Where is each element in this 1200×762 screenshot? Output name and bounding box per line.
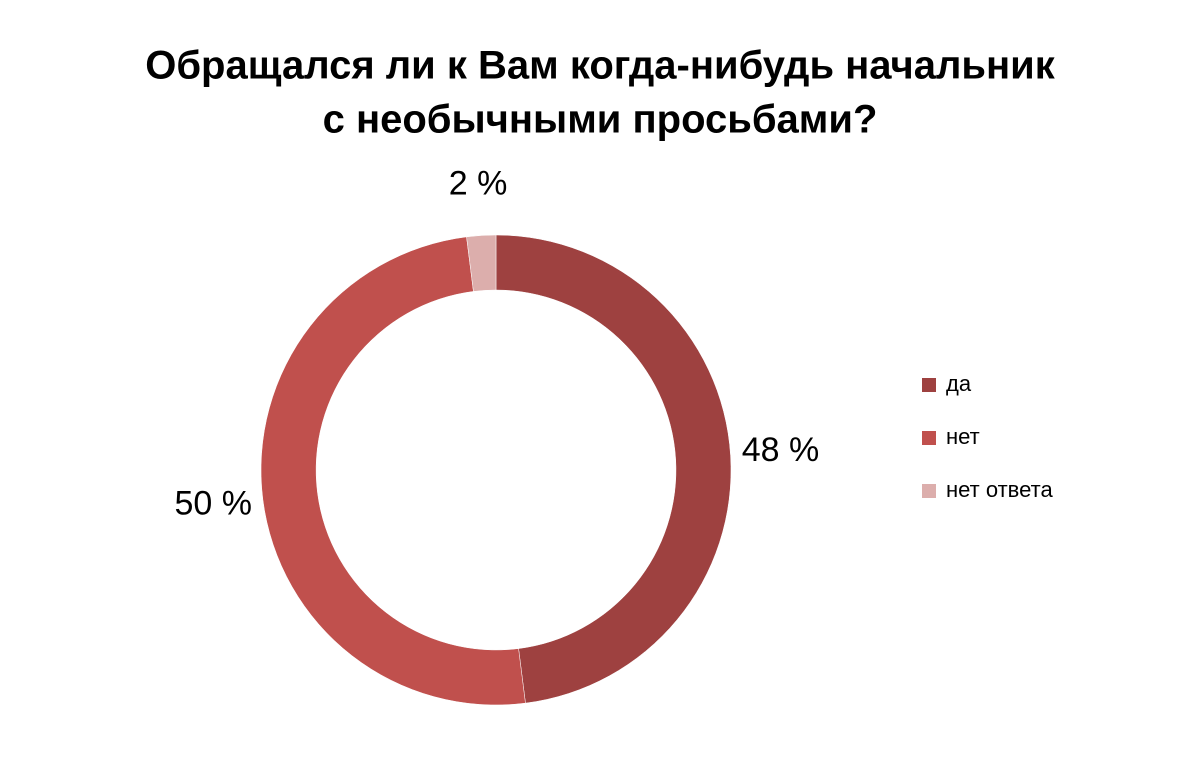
legend-swatch bbox=[922, 431, 936, 445]
donut-segment bbox=[495, 234, 732, 704]
donut-segment bbox=[466, 234, 497, 292]
donut-segment bbox=[260, 236, 526, 706]
chart-title: Обращался ли к Вам когда-нибудь начальни… bbox=[145, 44, 1056, 88]
legend-label: нет ответа bbox=[946, 477, 1053, 502]
chart-title: с необычными просьбами? bbox=[323, 98, 878, 142]
legend-label: нет bbox=[946, 424, 980, 449]
value-label: 2 % bbox=[449, 165, 508, 203]
value-label: 50 % bbox=[174, 485, 252, 523]
value-label: 48 % bbox=[742, 431, 820, 469]
legend-swatch bbox=[922, 378, 936, 392]
legend-label: да bbox=[946, 371, 972, 396]
legend-swatch bbox=[922, 484, 936, 498]
